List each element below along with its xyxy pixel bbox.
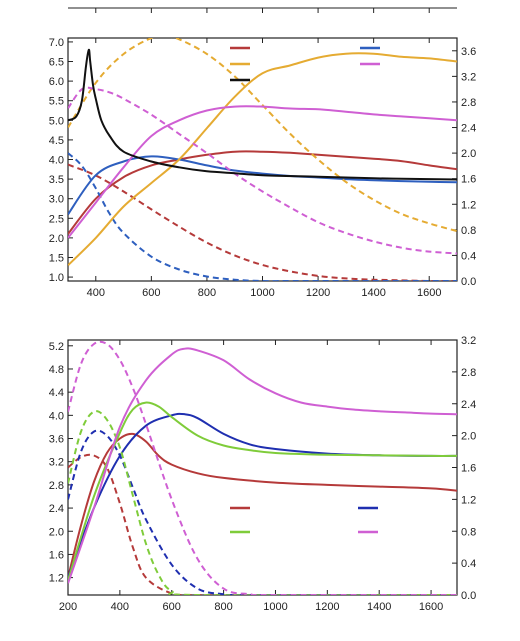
y-tick-label: 7.0 xyxy=(49,37,64,49)
y2-tick-label: 0.4 xyxy=(461,558,476,570)
series-k-line xyxy=(68,453,457,595)
y2-tick-label: 2.8 xyxy=(461,367,476,379)
y-tick-label: 3.6 xyxy=(49,434,64,446)
y-tick-label: 5.2 xyxy=(49,341,64,353)
y-tick-label: 1.2 xyxy=(49,573,64,585)
series-n-line xyxy=(68,412,457,578)
x-tick-label: 200 xyxy=(59,601,77,613)
x-tick-label: 1200 xyxy=(306,287,330,299)
series-n-line xyxy=(68,155,457,215)
y2-tick-label: 3.2 xyxy=(461,335,476,347)
y2-tick-label: 2.4 xyxy=(461,123,476,135)
y-tick-label: 2.4 xyxy=(49,503,64,515)
y-tick-label: 6.5 xyxy=(49,57,64,69)
x-tick-label: 1000 xyxy=(250,287,274,299)
series-k-line xyxy=(68,86,457,255)
chart-panel-b: 200 400 600 800 1000 1200 1400 1600 1.2 1.6 2.0 2.4… xyxy=(49,335,477,613)
series-n-line xyxy=(68,347,457,584)
chart-panel-a: 400 600 800 1000 1200 1400 1600 1.0 1.5 2.0 2.5 3.0… xyxy=(49,7,476,299)
y-tick-label: 4.8 xyxy=(49,364,64,376)
x-tick-label: 600 xyxy=(142,287,160,299)
x-tick-label: 1600 xyxy=(417,287,441,299)
y-tick-label: 3.2 xyxy=(49,457,64,469)
y2-tick-label: 3.6 xyxy=(461,46,476,58)
y-tick-label: 4.0 xyxy=(49,410,64,422)
series-k-line xyxy=(68,38,457,233)
x-tick-label: 600 xyxy=(163,601,181,613)
series-k-line xyxy=(68,429,457,595)
x-tick-label: 400 xyxy=(111,601,129,613)
series-group xyxy=(68,38,457,281)
series-n-line xyxy=(68,48,457,181)
y2-tick-label: 0.8 xyxy=(461,526,476,538)
series-k-line xyxy=(68,163,457,281)
x-tick-label: 1400 xyxy=(361,287,385,299)
series-n-line xyxy=(68,52,457,267)
y-tick-label: 1.6 xyxy=(49,549,64,561)
y-tick-label: 3.5 xyxy=(49,174,64,186)
x-tick-label: 1200 xyxy=(315,601,339,613)
y2-tick-label: 0.0 xyxy=(461,276,476,288)
series-group xyxy=(68,340,457,595)
x-tick-label: 400 xyxy=(87,287,105,299)
y-tick-label: 4.5 xyxy=(49,135,64,147)
x-tick-label: 1400 xyxy=(367,601,391,613)
y2-tick-label: 3.2 xyxy=(461,71,476,83)
legend xyxy=(230,46,380,82)
y2-tick-label: 0.8 xyxy=(461,225,476,237)
legend xyxy=(230,506,378,534)
y2-tick-label: 2.0 xyxy=(461,148,476,160)
y-tick-label: 3.0 xyxy=(49,194,64,206)
x-tick-label: 1600 xyxy=(419,601,443,613)
y2-tick-label: 1.6 xyxy=(461,174,476,186)
y2-tick-label: 2.8 xyxy=(461,97,476,109)
y-tick-label: 2.5 xyxy=(49,213,64,225)
x-tick-label: 800 xyxy=(198,287,216,299)
series-n-line xyxy=(68,105,457,239)
y-tick-label: 2.0 xyxy=(49,233,64,245)
x-tick-label: 1000 xyxy=(263,601,287,613)
y-tick-label: 6.0 xyxy=(49,76,64,88)
series-k-line xyxy=(68,152,457,281)
y2-tick-label: 2.0 xyxy=(461,431,476,443)
y-tick-label: 5.5 xyxy=(49,96,64,108)
y-tick-label: 2.8 xyxy=(49,480,64,492)
series-k-line xyxy=(68,340,457,595)
y2-tick-label: 1.6 xyxy=(461,463,476,475)
y2-tick-label: 1.2 xyxy=(461,494,476,506)
y-tick-label: 1.5 xyxy=(49,252,64,264)
y2-tick-label: 0.0 xyxy=(461,590,476,602)
y2-tick-label: 2.4 xyxy=(461,399,476,411)
series-n-line xyxy=(68,432,457,578)
y2-tick-label: 0.4 xyxy=(461,250,476,262)
series-n-line xyxy=(68,401,457,581)
y-tick-label: 4.4 xyxy=(49,387,64,399)
y-tick-label: 5.0 xyxy=(49,115,64,127)
y2-tick-label: 1.2 xyxy=(461,199,476,211)
y-tick-label: 2.0 xyxy=(49,526,64,538)
y-tick-label: 4.0 xyxy=(49,155,64,167)
series-k-line xyxy=(68,410,457,595)
y-tick-label: 1.0 xyxy=(49,272,64,284)
series-n-line xyxy=(68,150,457,235)
x-tick-label: 800 xyxy=(214,601,232,613)
